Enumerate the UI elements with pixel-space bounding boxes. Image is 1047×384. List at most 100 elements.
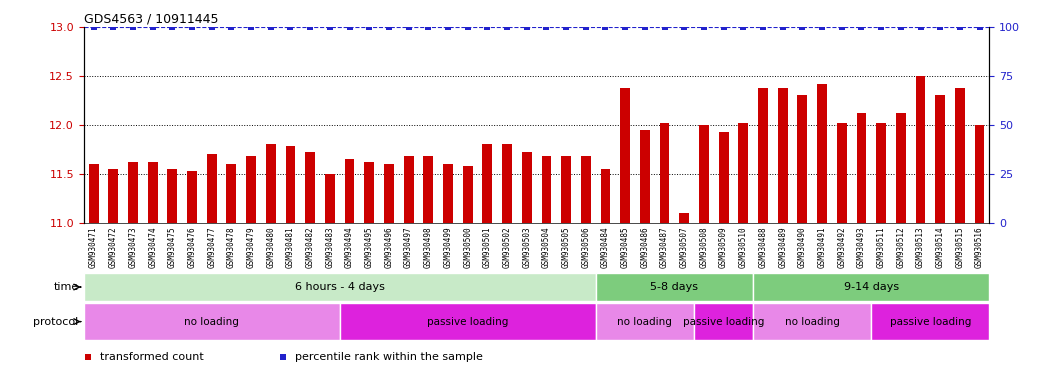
Text: GSM930473: GSM930473 — [129, 227, 137, 268]
Bar — [955, 88, 964, 223]
Bar — [699, 125, 709, 223]
Bar — [601, 169, 610, 223]
Bar — [581, 156, 591, 223]
Text: 6 hours - 4 days: 6 hours - 4 days — [295, 282, 384, 292]
Bar — [837, 123, 847, 223]
Bar — [521, 152, 532, 223]
Text: GSM930493: GSM930493 — [856, 227, 866, 268]
Bar — [207, 154, 217, 223]
Text: GSM930516: GSM930516 — [975, 227, 984, 268]
Text: GSM930476: GSM930476 — [187, 227, 197, 268]
Text: GSM930501: GSM930501 — [483, 227, 492, 268]
Bar — [266, 144, 275, 223]
Bar — [463, 166, 472, 223]
Bar — [856, 113, 866, 223]
Text: no loading: no loading — [618, 316, 672, 327]
Bar — [443, 164, 453, 223]
Bar — [817, 84, 827, 223]
Text: GSM930492: GSM930492 — [838, 227, 846, 268]
Bar — [778, 88, 787, 223]
Bar — [483, 144, 492, 223]
Text: GSM930489: GSM930489 — [778, 227, 787, 268]
Text: GSM930479: GSM930479 — [247, 227, 255, 268]
Bar — [753, 273, 989, 301]
Text: GSM930503: GSM930503 — [522, 227, 531, 268]
Bar — [384, 164, 394, 223]
Text: GSM930483: GSM930483 — [326, 227, 334, 268]
Text: GSM930474: GSM930474 — [149, 227, 157, 268]
Text: GSM930512: GSM930512 — [896, 227, 906, 268]
Text: GSM930495: GSM930495 — [364, 227, 374, 268]
Text: GSM930507: GSM930507 — [680, 227, 689, 268]
Bar — [896, 113, 906, 223]
Text: GSM930488: GSM930488 — [758, 227, 767, 268]
Text: passive loading: passive loading — [427, 316, 509, 327]
Bar — [694, 303, 753, 340]
Text: protocol: protocol — [34, 316, 79, 327]
Text: GSM930471: GSM930471 — [89, 227, 98, 268]
Bar — [503, 144, 512, 223]
Bar — [187, 171, 197, 223]
Bar — [596, 303, 694, 340]
Bar — [975, 125, 984, 223]
Text: GSM930496: GSM930496 — [384, 227, 394, 268]
Text: passive loading: passive loading — [890, 316, 971, 327]
Bar — [344, 159, 355, 223]
Text: GSM930480: GSM930480 — [266, 227, 275, 268]
Bar — [660, 123, 669, 223]
Bar — [339, 303, 596, 340]
Bar — [876, 123, 886, 223]
Text: 9-14 days: 9-14 days — [844, 282, 898, 292]
Text: GSM930497: GSM930497 — [404, 227, 414, 268]
Bar — [915, 76, 926, 223]
Text: 5-8 days: 5-8 days — [650, 282, 698, 292]
Bar — [423, 156, 433, 223]
Bar — [758, 88, 767, 223]
Bar — [364, 162, 374, 223]
Text: passive loading: passive loading — [683, 316, 764, 327]
Text: GSM930472: GSM930472 — [109, 227, 118, 268]
Text: GSM930505: GSM930505 — [561, 227, 571, 268]
Text: GSM930481: GSM930481 — [286, 227, 295, 268]
Bar — [168, 169, 177, 223]
Bar — [541, 156, 552, 223]
Text: GSM930482: GSM930482 — [306, 227, 315, 268]
Text: GSM930515: GSM930515 — [955, 227, 964, 268]
Text: no loading: no loading — [785, 316, 840, 327]
Text: GSM930504: GSM930504 — [542, 227, 551, 268]
Text: percentile rank within the sample: percentile rank within the sample — [295, 352, 483, 362]
Text: GSM930510: GSM930510 — [739, 227, 748, 268]
Bar — [128, 162, 138, 223]
Text: no loading: no loading — [184, 316, 239, 327]
Text: GSM930478: GSM930478 — [227, 227, 236, 268]
Text: GSM930502: GSM930502 — [503, 227, 512, 268]
Bar — [798, 95, 807, 223]
Bar — [404, 156, 414, 223]
Text: GSM930508: GSM930508 — [699, 227, 709, 268]
Text: GDS4563 / 10911445: GDS4563 / 10911445 — [84, 13, 218, 26]
Text: GSM930509: GSM930509 — [719, 227, 728, 268]
Text: time: time — [53, 282, 79, 292]
Bar — [596, 273, 753, 301]
Bar — [286, 146, 295, 223]
Text: GSM930477: GSM930477 — [207, 227, 217, 268]
Text: GSM930491: GSM930491 — [818, 227, 826, 268]
Bar — [680, 213, 689, 223]
Text: GSM930487: GSM930487 — [660, 227, 669, 268]
Text: GSM930490: GSM930490 — [798, 227, 807, 268]
Bar — [935, 95, 945, 223]
Text: GSM930475: GSM930475 — [168, 227, 177, 268]
Bar — [306, 152, 315, 223]
Bar — [718, 132, 729, 223]
Bar — [620, 88, 630, 223]
Text: transformed count: transformed count — [101, 352, 204, 362]
Bar — [871, 303, 989, 340]
Bar — [109, 169, 118, 223]
Bar — [640, 130, 650, 223]
Text: GSM930506: GSM930506 — [581, 227, 591, 268]
Bar — [246, 156, 257, 223]
Bar — [753, 303, 871, 340]
Text: GSM930485: GSM930485 — [621, 227, 629, 268]
Text: GSM930498: GSM930498 — [424, 227, 432, 268]
Text: GSM930494: GSM930494 — [346, 227, 354, 268]
